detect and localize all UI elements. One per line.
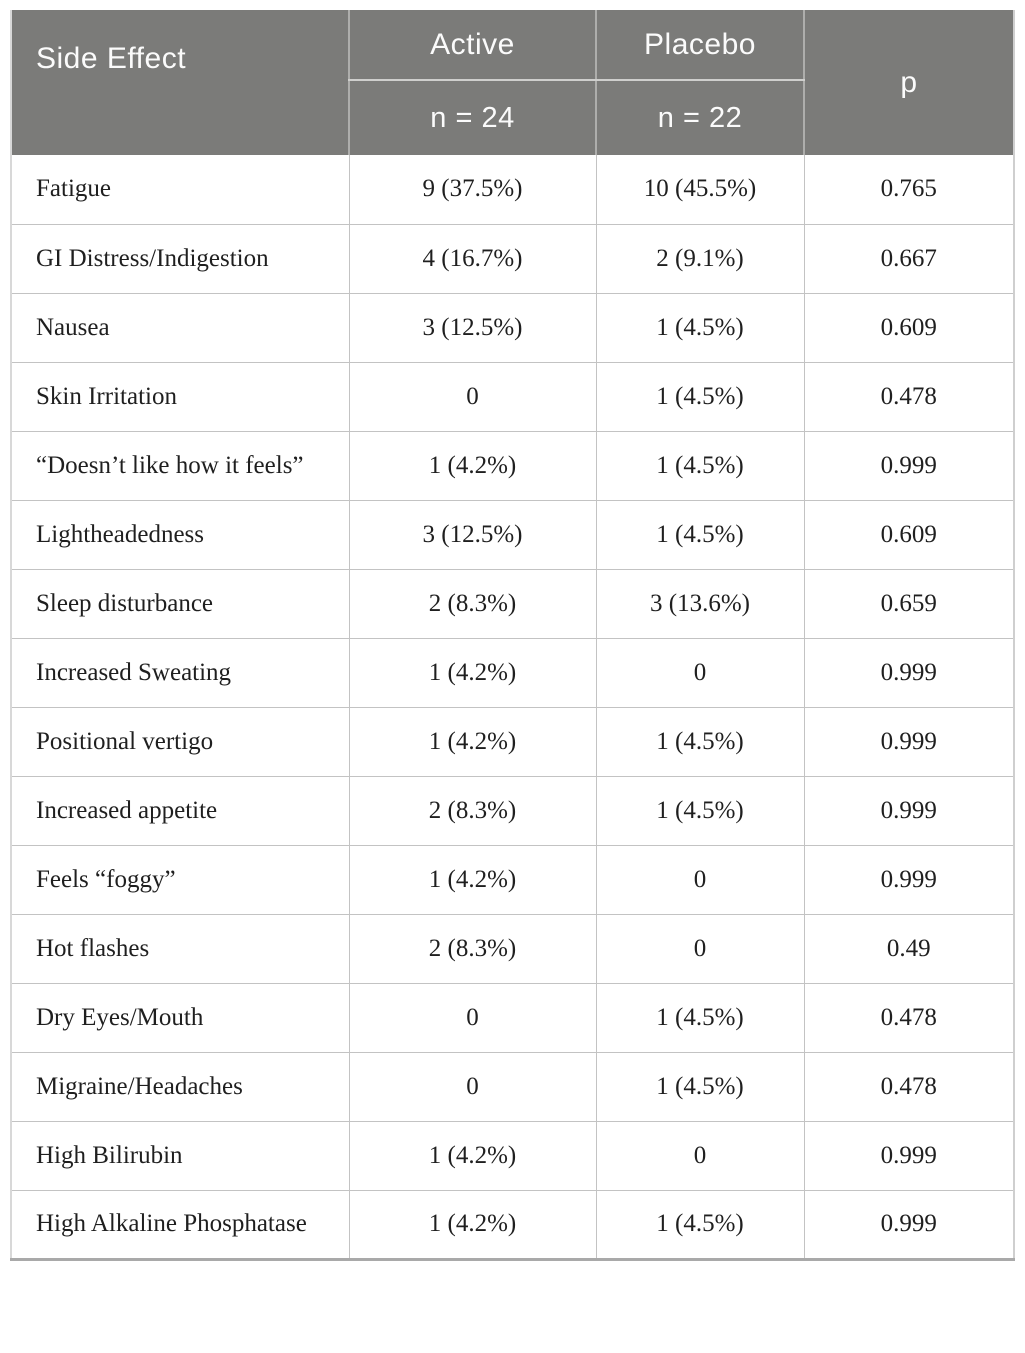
- table-header: Side Effect Active Placebo p n = 24 n = …: [11, 10, 1014, 155]
- placebo-cell: 0: [595, 1120, 805, 1191]
- side-effect-cell: High Bilirubin: [11, 1120, 350, 1191]
- p-cell: 0.999: [803, 775, 1014, 846]
- active-cell: 0: [348, 1051, 597, 1122]
- side-effect-cell: Lightheadedness: [11, 499, 350, 570]
- table-row: Migraine/Headaches 0 1 (4.5%) 0.478: [11, 1051, 1014, 1122]
- p-cell: 0.999: [803, 706, 1014, 777]
- active-cell: 1 (4.2%): [348, 430, 597, 501]
- header-row-n: n = 24 n = 22: [11, 80, 1014, 155]
- active-cell: 4 (16.7%): [348, 223, 597, 294]
- side-effect-cell: Increased appetite: [11, 775, 350, 846]
- active-cell: 2 (8.3%): [348, 913, 597, 984]
- active-cell: 1 (4.2%): [348, 1120, 597, 1191]
- header-row-groups: Side Effect Active Placebo p: [11, 10, 1014, 155]
- active-cell: 1 (4.2%): [348, 637, 597, 708]
- active-cell: 2 (8.3%): [348, 568, 597, 639]
- column-header-placebo-n: n = 22: [595, 80, 804, 155]
- table-row: High Alkaline Phosphatase 1 (4.2%) 1 (4.5%…: [11, 1189, 1014, 1260]
- placebo-cell: 1 (4.5%): [595, 775, 805, 846]
- placebo-cell: 1 (4.5%): [595, 706, 805, 777]
- active-cell: 1 (4.2%): [348, 706, 597, 777]
- table-row: “Doesn’t like how it feels” 1 (4.2%) 1 (4.…: [11, 430, 1014, 501]
- side-effect-cell: GI Distress/Indigestion: [11, 223, 350, 294]
- side-effect-cell: Migraine/Headaches: [11, 1051, 350, 1122]
- p-cell: 0.659: [803, 568, 1014, 639]
- table-row: Hot flashes 2 (8.3%) 0 0.49: [11, 913, 1014, 984]
- p-cell: 0.478: [803, 982, 1014, 1053]
- table-row: Positional vertigo 1 (4.2%) 1 (4.5%) 0.999: [11, 706, 1014, 777]
- column-header-p: p: [803, 10, 1014, 155]
- side-effect-cell: Hot flashes: [11, 913, 350, 984]
- p-cell: 0.765: [803, 155, 1014, 225]
- placebo-cell: 0: [595, 844, 805, 915]
- p-cell: 0.49: [803, 913, 1014, 984]
- p-cell: 0.667: [803, 223, 1014, 294]
- p-cell: 0.478: [803, 361, 1014, 432]
- placebo-cell: 1 (4.5%): [595, 982, 805, 1053]
- active-cell: 3 (12.5%): [348, 499, 597, 570]
- p-cell: 0.478: [803, 1051, 1014, 1122]
- placebo-cell: 2 (9.1%): [595, 223, 805, 294]
- side-effect-cell: Feels “foggy”: [11, 844, 350, 915]
- placebo-cell: 10 (45.5%): [595, 155, 805, 225]
- table-row: Fatigue 9 (37.5%) 10 (45.5%) 0.765: [11, 155, 1014, 225]
- placebo-cell: 1 (4.5%): [595, 1189, 805, 1260]
- side-effect-cell: Increased Sweating: [11, 637, 350, 708]
- side-effect-cell: Skin Irritation: [11, 361, 350, 432]
- table-row: Skin Irritation 0 1 (4.5%) 0.478: [11, 361, 1014, 432]
- side-effect-cell: “Doesn’t like how it feels”: [11, 430, 350, 501]
- placebo-cell: 1 (4.5%): [595, 1051, 805, 1122]
- placebo-cell: 3 (13.6%): [595, 568, 805, 639]
- placebo-cell: 1 (4.5%): [595, 499, 805, 570]
- p-cell: 0.999: [803, 430, 1014, 501]
- table-row: Nausea 3 (12.5%) 1 (4.5%) 0.609: [11, 292, 1014, 363]
- column-header-active: Active: [348, 10, 596, 81]
- placebo-cell: 0: [595, 637, 805, 708]
- placebo-cell: 1 (4.5%): [595, 430, 805, 501]
- active-cell: 0: [348, 982, 597, 1053]
- p-cell: 0.999: [803, 637, 1014, 708]
- side-effects-table: Side Effect Active Placebo p n = 24 n = …: [10, 10, 1015, 1261]
- table-row: Increased appetite 2 (8.3%) 1 (4.5%) 0.999: [11, 775, 1014, 846]
- placebo-cell: 1 (4.5%): [595, 292, 805, 363]
- side-effect-cell: Nausea: [11, 292, 350, 363]
- column-header-placebo: Placebo: [595, 10, 804, 81]
- active-cell: 2 (8.3%): [348, 775, 597, 846]
- active-cell: 9 (37.5%): [348, 155, 597, 225]
- active-cell: 0: [348, 361, 597, 432]
- column-header-side-effect: Side Effect: [11, 10, 349, 155]
- p-cell: 0.999: [803, 844, 1014, 915]
- side-effect-cell: Fatigue: [11, 155, 350, 225]
- active-cell: 1 (4.2%): [348, 1189, 597, 1260]
- side-effect-cell: Dry Eyes/Mouth: [11, 982, 350, 1053]
- table-row: Feels “foggy” 1 (4.2%) 0 0.999: [11, 844, 1014, 915]
- table-row: GI Distress/Indigestion 4 (16.7%) 2 (9.1%)…: [11, 223, 1014, 294]
- table-row: Increased Sweating 1 (4.2%) 0 0.999: [11, 637, 1014, 708]
- p-cell: 0.999: [803, 1189, 1014, 1260]
- p-cell: 0.609: [803, 292, 1014, 363]
- table-row: Lightheadedness 3 (12.5%) 1 (4.5%) 0.609: [11, 499, 1014, 570]
- placebo-cell: 1 (4.5%): [595, 361, 805, 432]
- active-cell: 3 (12.5%): [348, 292, 597, 363]
- table-row: Dry Eyes/Mouth 0 1 (4.5%) 0.478: [11, 982, 1014, 1053]
- p-cell: 0.999: [803, 1120, 1014, 1191]
- side-effect-cell: High Alkaline Phosphatase: [11, 1189, 350, 1260]
- column-header-active-n: n = 24: [348, 80, 596, 155]
- side-effect-cell: Positional vertigo: [11, 706, 350, 777]
- placebo-cell: 0: [595, 913, 805, 984]
- table-row: Sleep disturbance 2 (8.3%) 3 (13.6%) 0.659: [11, 568, 1014, 639]
- p-cell: 0.609: [803, 499, 1014, 570]
- active-cell: 1 (4.2%): [348, 844, 597, 915]
- table-row: High Bilirubin 1 (4.2%) 0 0.999: [11, 1120, 1014, 1191]
- side-effect-cell: Sleep disturbance: [11, 568, 350, 639]
- table-body: Fatigue 9 (37.5%) 10 (45.5%) 0.765 GI Distre…: [11, 155, 1014, 1260]
